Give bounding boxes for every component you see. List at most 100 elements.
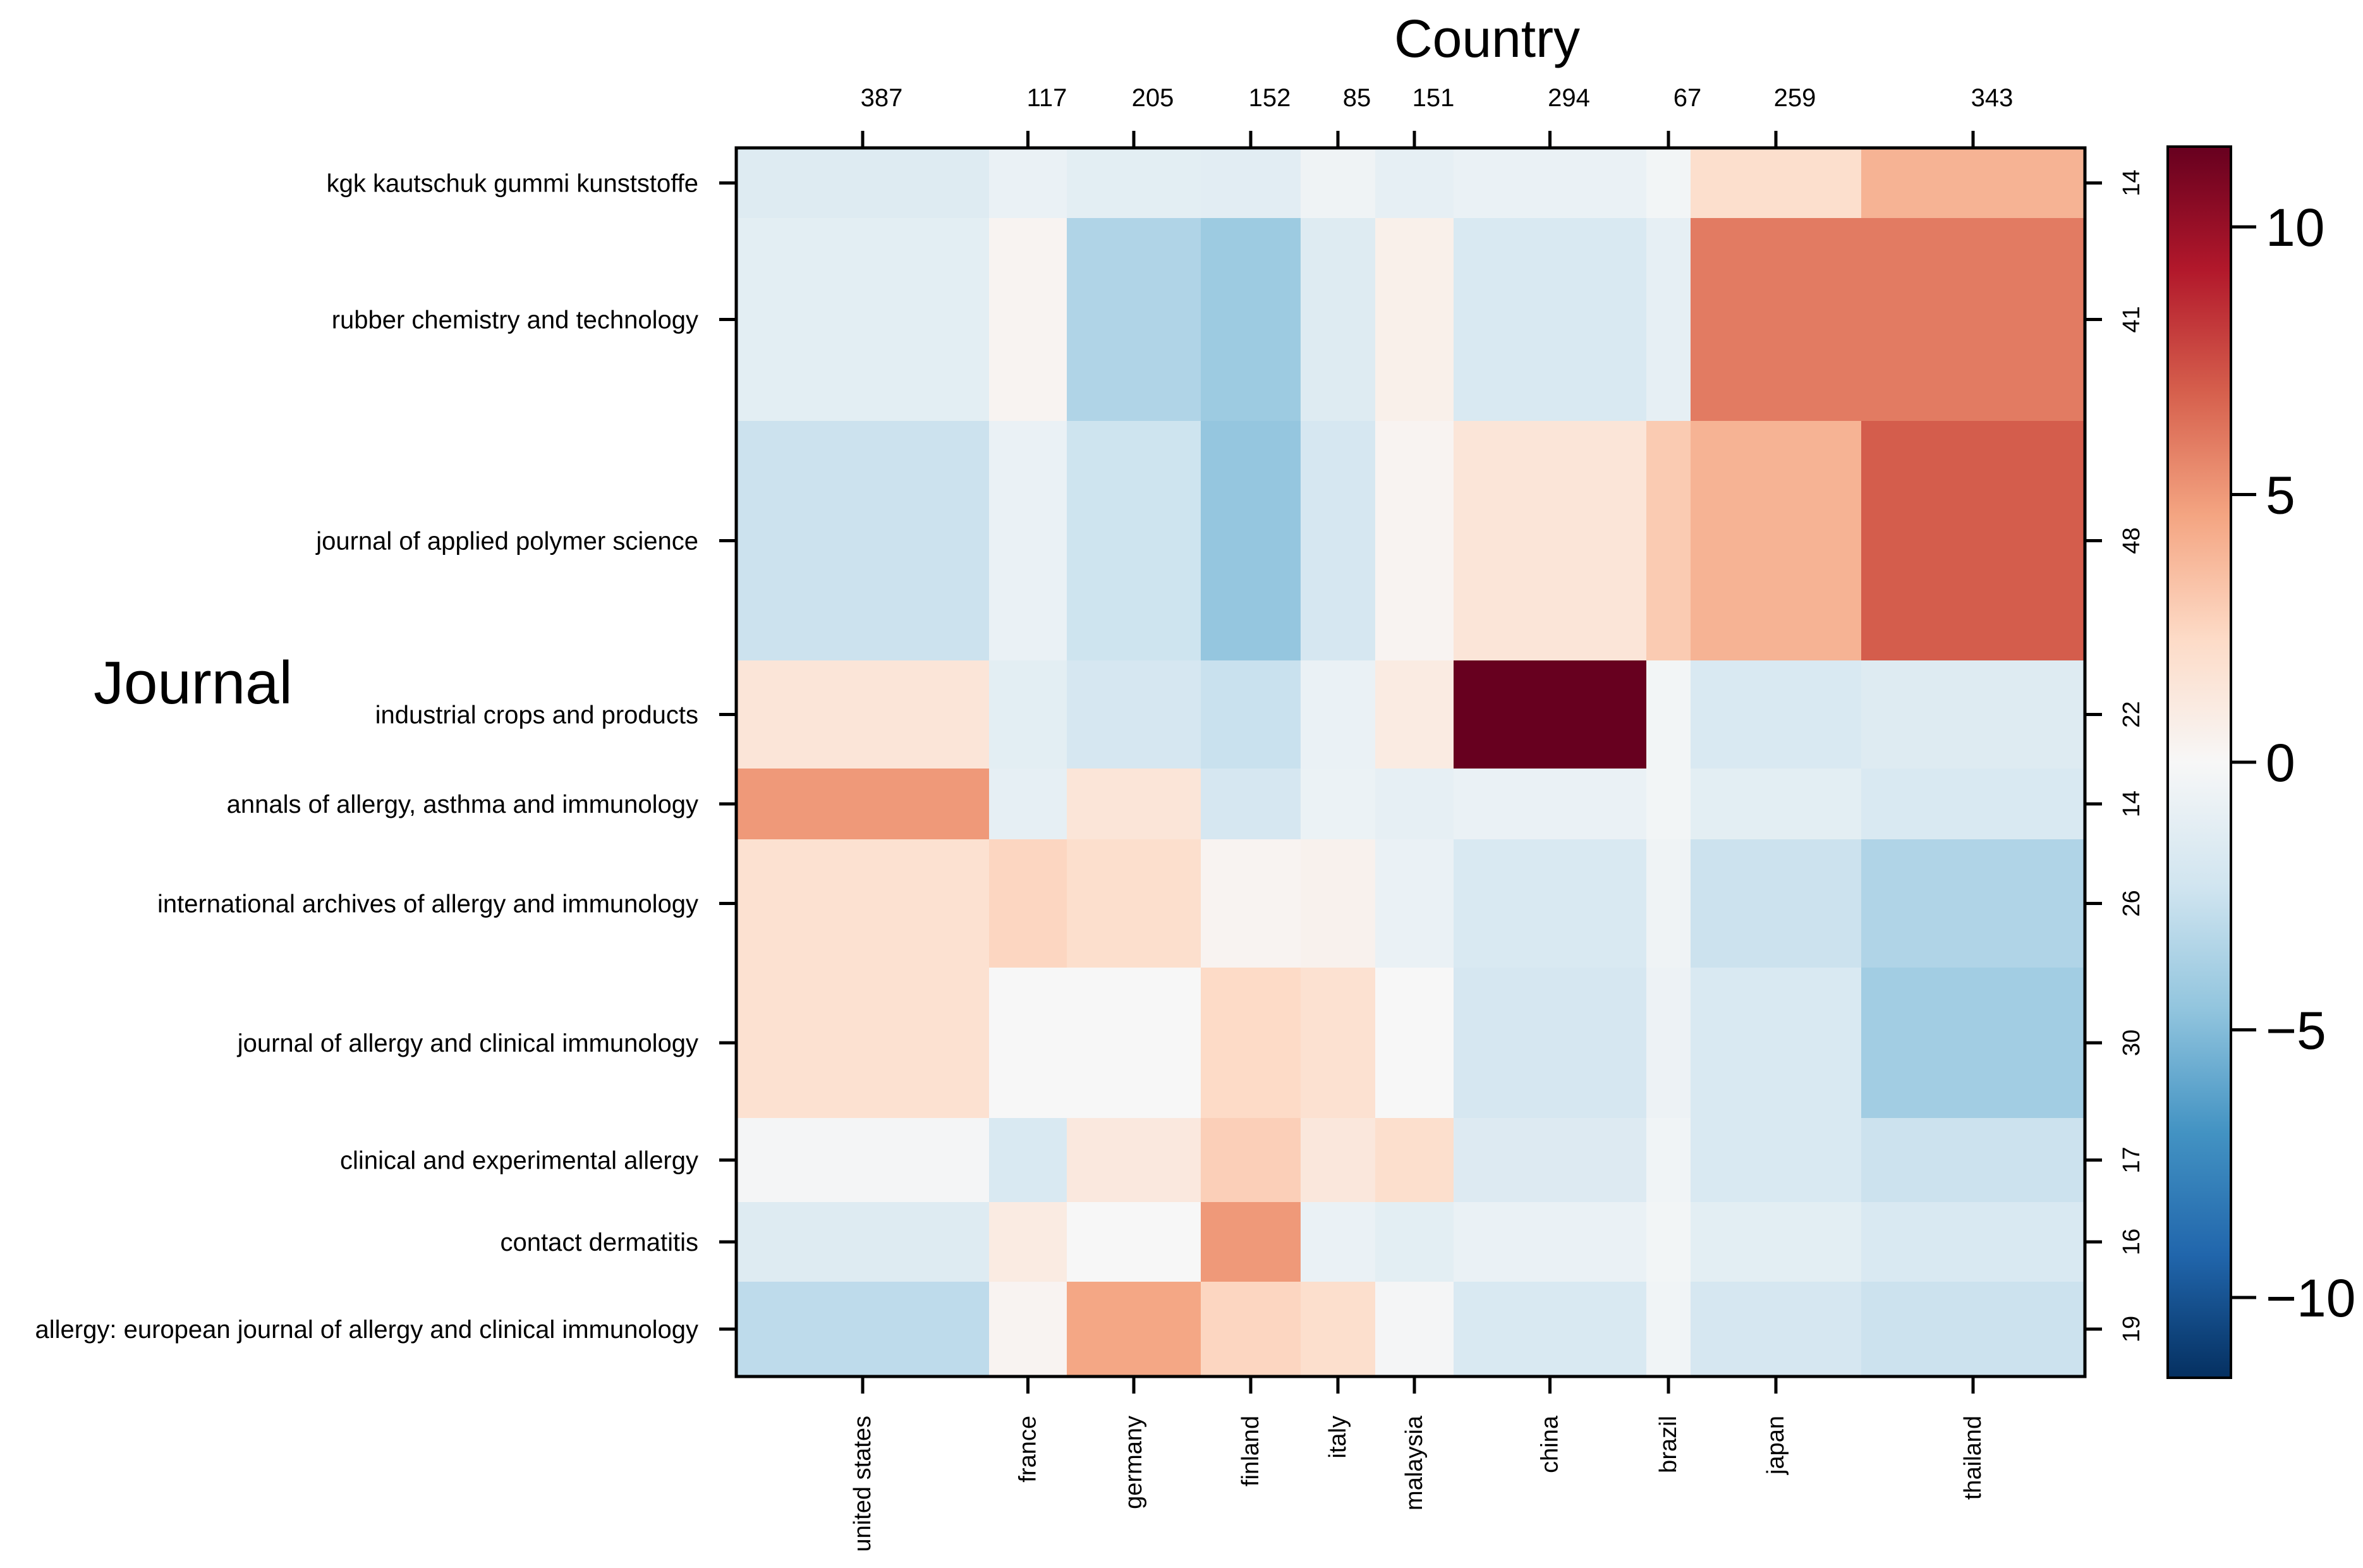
row-total-label: 41: [2118, 306, 2145, 332]
heatmap-cell: [1301, 769, 1376, 840]
column-total-label: 343: [1971, 84, 2014, 112]
heatmap-cell: [1861, 148, 2086, 219]
column-total-label: 205: [1132, 84, 1174, 112]
heatmap-cell: [1861, 839, 2086, 968]
heatmap-cell: [1646, 148, 1691, 219]
heatmap-cell: [1067, 1118, 1201, 1203]
heatmap-cell: [1861, 1202, 2086, 1282]
heatmap-cell: [1375, 968, 1454, 1119]
heatmap-cell: [1375, 218, 1454, 422]
column-label: finland: [1237, 1416, 1264, 1486]
heatmap-cell: [1201, 218, 1301, 422]
column-label: italy: [1325, 1416, 1351, 1459]
heatmap-cell: [989, 660, 1067, 769]
heatmap-cell: [989, 1118, 1067, 1203]
heatmap-cell: [1454, 1118, 1647, 1203]
heatmap-cell: [1375, 1202, 1454, 1282]
row-label: international archives of allergy and im…: [157, 890, 698, 918]
heatmap-cell: [1067, 218, 1201, 422]
heatmap-cell: [1861, 421, 2086, 661]
heatmap-cell: [736, 218, 990, 422]
column-label: united states: [849, 1416, 876, 1552]
heatmap-cell: [989, 1282, 1067, 1377]
heatmap-cell: [1646, 769, 1691, 840]
heatmap-cell: [1067, 1282, 1201, 1377]
heatmap-cell: [989, 1202, 1067, 1282]
chart-title: Country: [1394, 9, 1580, 68]
heatmap-cell: [1691, 148, 1862, 219]
heatmap-cell: [1375, 421, 1454, 661]
heatmap-cell: [989, 421, 1067, 661]
heatmap-cell: [1691, 218, 1862, 422]
heatmap-cell: [1691, 421, 1862, 661]
column-labels: united states france germany finland italy ma…: [849, 1415, 1986, 1552]
row-total-label: 48: [2118, 527, 2145, 554]
row-label: contact dermatitis: [501, 1229, 698, 1256]
heatmap-cell: [1646, 1282, 1691, 1377]
row-total-label: 22: [2118, 701, 2145, 727]
heatmap-cell: [1201, 1202, 1301, 1282]
heatmap-cell: [1646, 421, 1691, 661]
column-label: brazil: [1655, 1416, 1682, 1473]
heatmap-cell: [1067, 421, 1201, 661]
row-totals: 14 41 48 22 14 26 30 17 16 19: [2118, 169, 2145, 1342]
heatmap-cell: [1454, 1202, 1647, 1282]
heatmap-cell: [1201, 1282, 1301, 1377]
heatmap-cell: [1646, 968, 1691, 1119]
heatmap-cell: [1691, 1282, 1862, 1377]
row-total-label: 14: [2118, 791, 2145, 817]
heatmap-cell: [736, 660, 990, 769]
heatmap-cell: [1067, 148, 1201, 219]
heatmap-cell: [1375, 769, 1454, 840]
row-label: industrial crops and products: [375, 702, 698, 729]
heatmap-cell: [1067, 968, 1201, 1119]
colorbar: [2166, 145, 2232, 1379]
heatmap-cell: [736, 1118, 990, 1203]
heatmap-cell: [1454, 660, 1647, 769]
heatmap-cell: [1861, 1118, 2086, 1203]
heatmap-cell: [1691, 660, 1862, 769]
heatmap-cell: [1646, 660, 1691, 769]
heatmap-cell: [989, 968, 1067, 1119]
heatmap-cell: [989, 148, 1067, 219]
heatmap-cell: [1201, 968, 1301, 1119]
heatmap-cell: [1201, 421, 1301, 661]
heatmap-cell: [736, 769, 990, 840]
row-label: kgk kautschuk gummi kunststoffe: [327, 170, 698, 198]
heatmap-cell: [736, 1202, 990, 1282]
heatmap-cell: [1861, 218, 2086, 422]
y-axis-title: Journal: [94, 649, 293, 717]
colorbar-tick-label: 5: [2266, 466, 2295, 525]
column-total-label: 151: [1412, 84, 1455, 112]
column-label: malaysia: [1401, 1415, 1428, 1510]
heatmap-cell: [1861, 769, 2086, 840]
heatmap-cell: [989, 769, 1067, 840]
column-label: thailand: [1960, 1416, 1986, 1500]
row-total-label: 14: [2118, 169, 2145, 196]
heatmap-cell: [1067, 1202, 1201, 1282]
heatmap-cell: [736, 421, 990, 661]
heatmap-cell: [1454, 839, 1647, 968]
column-total-label: 85: [1343, 84, 1371, 112]
heatmap-cell: [1691, 1118, 1862, 1203]
heatmap-cell: [1861, 968, 2086, 1119]
row-label: rubber chemistry and technology: [332, 307, 698, 334]
heatmap-cell: [1454, 218, 1647, 422]
row-total-label: 16: [2118, 1229, 2145, 1255]
heatmap-cell: [1375, 1282, 1454, 1377]
row-total-label: 26: [2118, 890, 2145, 916]
row-label: clinical and experimental allergy: [340, 1147, 698, 1175]
heatmap-cell: [1067, 660, 1201, 769]
row-total-label: 17: [2118, 1146, 2145, 1173]
colorbar-tick-label: −5: [2266, 1000, 2326, 1060]
plot-frame: [734, 146, 2087, 1378]
colorbar-tick-label: 10: [2266, 198, 2324, 257]
heatmap-cell: [736, 1282, 990, 1377]
heatmap-cell: [1691, 968, 1862, 1119]
heatmap-cell: [1691, 769, 1862, 840]
row-label: journal of applied polymer science: [315, 528, 698, 556]
heatmap-cell: [1375, 660, 1454, 769]
heatmap-cell: [1646, 1202, 1691, 1282]
heatmap-cell: [1067, 839, 1201, 968]
